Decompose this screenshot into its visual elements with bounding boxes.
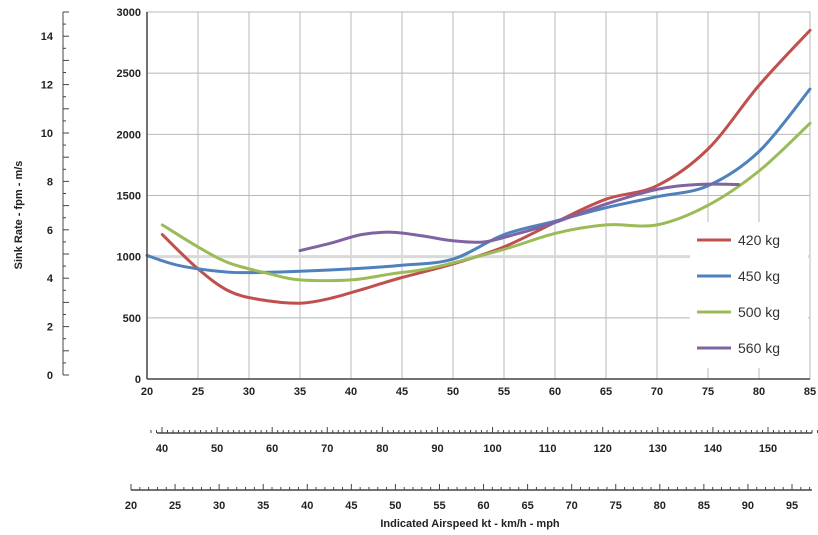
x-tick-label-mph: 30: [213, 500, 225, 512]
series-lines: [145, 28, 812, 305]
series-line-500-kg: [160, 121, 812, 283]
x-tick-label-mph: 70: [566, 500, 578, 512]
series-line-450-kg: [145, 87, 812, 275]
y-tick-label-fpm: 2500: [117, 68, 141, 80]
y-tick-label-ms: 12: [41, 80, 53, 92]
x-tick-label-mph: 80: [654, 500, 666, 512]
x-tick-label-kt: 55: [498, 386, 510, 398]
x-tick-label-kmh: 70: [321, 443, 333, 455]
x-tick-label-mph: 65: [521, 500, 533, 512]
x-tick-label-mph: 35: [257, 500, 269, 512]
y-tick-label-ms: 14: [41, 31, 54, 43]
y-tick-label-fpm: 1500: [117, 191, 141, 203]
x-tick-label-mph: 90: [742, 500, 754, 512]
x-tick-label-kt: 70: [651, 386, 663, 398]
x-tick-label-kt: 20: [141, 386, 153, 398]
x-tick-label-mph: 40: [301, 500, 313, 512]
legend: 420 kg 450 kg 500 kg 560 kg: [690, 222, 808, 368]
series-line-560-kg: [298, 182, 741, 253]
legend-box: [690, 222, 808, 368]
x-tick-label-kt: 80: [753, 386, 765, 398]
legend-label-500-kg: 500 kg: [738, 304, 780, 320]
series-line-420-kg: [160, 28, 812, 305]
y-axis-title: Sink Rate - fpm - m/s: [13, 161, 25, 270]
x-tick-label-kmh: 130: [649, 443, 667, 455]
x-tick-label-kt: 25: [192, 386, 204, 398]
x-tick-label-kt: 50: [447, 386, 459, 398]
x-tick-label-kmh: 60: [266, 443, 278, 455]
y-tick-label-fpm: 2000: [117, 129, 141, 141]
legend-label-450-kg: 450 kg: [738, 268, 780, 284]
axes: 0 500 1000 1500 2000 2500 3000 0 2 4 6 8 10 12 14 20 25 3…: [41, 7, 818, 512]
y-tick-label-ms: 10: [41, 128, 53, 140]
x-tick-label-kt: 65: [600, 386, 612, 398]
legend-label-560-kg: 560 kg: [738, 340, 780, 356]
y-tick-label-fpm: 500: [123, 313, 141, 325]
y-tick-label-ms: 4: [47, 273, 54, 285]
x-tick-label-kmh: 110: [539, 443, 557, 455]
x-tick-label-kt: 30: [243, 386, 255, 398]
x-tick-label-mph: 50: [389, 500, 401, 512]
x-tick-label-kt: 40: [345, 386, 357, 398]
y-tick-label-fpm: 1000: [117, 252, 141, 264]
x-tick-label-mph: 75: [610, 500, 622, 512]
y-tick-label-ms: 8: [47, 176, 53, 188]
x-axis-title: Indicated Airspeed kt - km/h - mph: [380, 518, 560, 530]
x-tick-label-kmh: 120: [594, 443, 612, 455]
x-tick-label-kt: 60: [549, 386, 561, 398]
y-tick-label-ms: 6: [47, 225, 53, 237]
x-tick-label-mph: 20: [125, 500, 137, 512]
x-tick-label-kmh: 100: [483, 443, 501, 455]
x-tick-label-kmh: 50: [211, 443, 223, 455]
x-tick-label-kmh: 90: [431, 443, 443, 455]
x-tick-label-mph: 55: [433, 500, 445, 512]
x-tick-label-kt: 45: [396, 386, 408, 398]
x-tick-label-kt: 85: [804, 386, 816, 398]
x-tick-label-kmh: 150: [759, 443, 777, 455]
y-tick-label-fpm: 3000: [117, 7, 141, 19]
x-tick-label-mph: 25: [169, 500, 181, 512]
x-tick-label-kmh: 40: [156, 443, 168, 455]
x-tick-label-mph: 60: [477, 500, 489, 512]
x-tick-label-mph: 95: [786, 500, 798, 512]
x-tick-label-kmh: 140: [704, 443, 722, 455]
x-tick-label-kmh: 80: [376, 443, 388, 455]
legend-label-420-kg: 420 kg: [738, 232, 780, 248]
x-tick-label-kt: 35: [294, 386, 306, 398]
y-tick-label-ms: 0: [47, 370, 53, 382]
y-tick-label-fpm: 0: [135, 374, 141, 386]
x-tick-label-kt: 75: [702, 386, 714, 398]
x-tick-label-mph: 85: [698, 500, 710, 512]
x-tick-label-mph: 45: [345, 500, 357, 512]
y-tick-label-ms: 2: [47, 322, 53, 334]
